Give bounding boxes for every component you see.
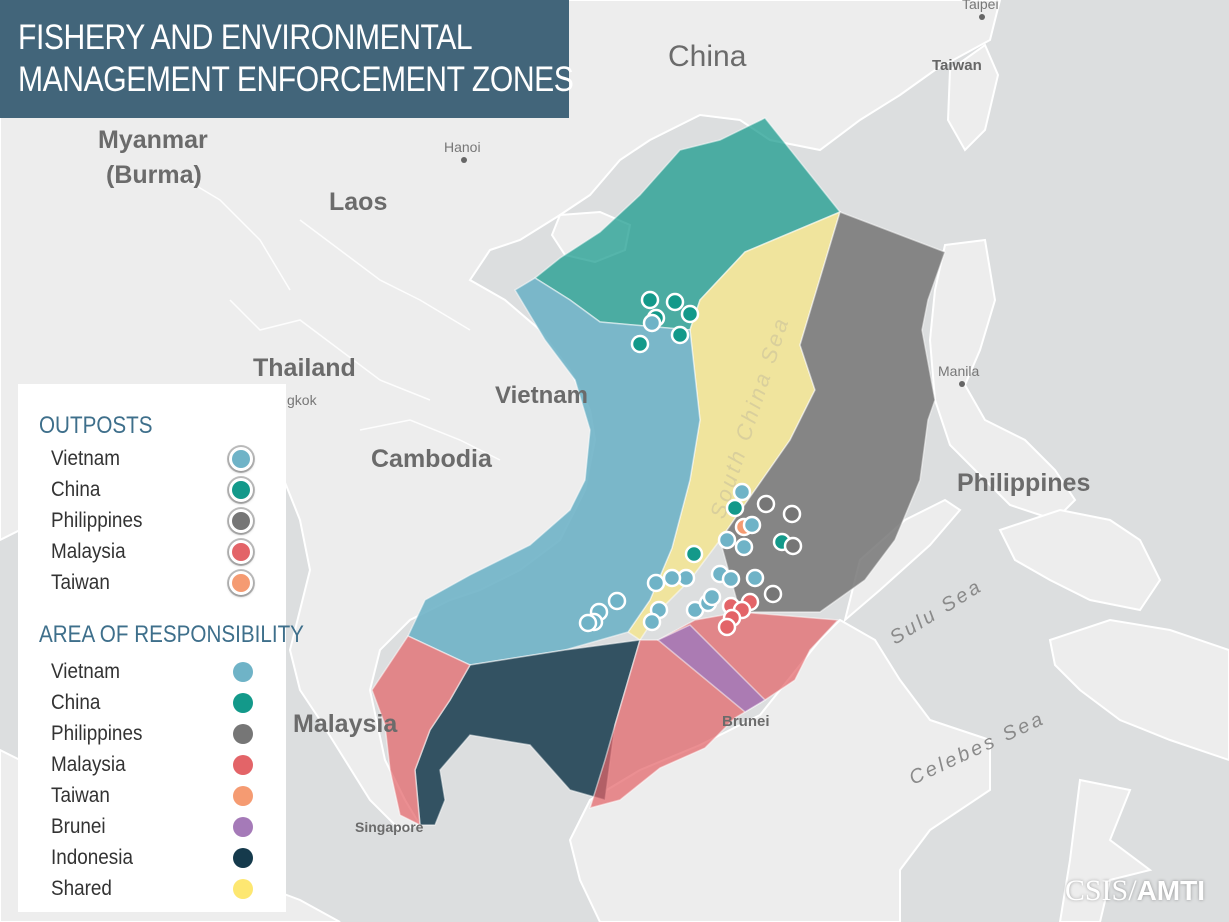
land-sulawesi [1058,778,1153,922]
map-label-malaysia: Malaysia [293,710,398,738]
legend-outposts-heading: OUTPOSTS [39,412,153,439]
legend-aor-malaysia-label: Malaysia [51,753,126,776]
title-line-1: FISHERY AND ENVIRONMENTAL [18,18,473,57]
outpost-marker-china[interactable] [680,304,700,324]
legend-aor-shared-swatch [233,879,253,899]
map-label-vietnam: Vietnam [495,382,588,409]
legend-aor-china-swatch [233,693,253,713]
legend-outpost-malaysia-label: Malaysia [51,540,126,563]
legend-outpost-taiwan-swatch [229,571,253,595]
legend-outpost-vietnam-label: Vietnam [51,447,121,470]
city-marker-taipei [979,14,985,20]
outpost-marker-china[interactable] [665,292,685,312]
outpost-marker-vietnam[interactable] [646,573,666,593]
outpost-marker-philippines[interactable] [782,504,802,524]
legend-aor-vietnam-swatch [233,662,253,682]
outpost-marker-vietnam[interactable] [642,313,662,333]
map-label-thailand: Thailand [253,354,356,382]
map-label-hanoi: Hanoi [444,139,481,155]
legend-outpost-philippines-label: Philippines [51,509,143,532]
outpost-marker-vietnam[interactable] [607,591,627,611]
credit-program: AMTI [1136,875,1205,906]
outpost-marker-vietnam[interactable] [662,568,682,588]
map-label-taipei: Taipei [962,0,999,12]
map-label-myanmar: Myanmar [98,126,208,154]
outpost-marker-china[interactable] [640,290,660,310]
legend-aor-indonesia-label: Indonesia [51,846,133,869]
outpost-marker-vietnam[interactable] [732,482,752,502]
title-line-2: MANAGEMENT ENFORCEMENT ZONES [18,60,574,99]
legend-panel: OUTPOSTS Vietnam China Philippines Malay… [18,384,304,912]
outpost-marker-malaysia[interactable] [717,617,737,637]
outpost-marker-vietnam[interactable] [745,568,765,588]
map-label-philippines: Philippines [957,469,1090,497]
legend-aor-china-label: China [51,691,101,714]
legend-outpost-china-swatch [229,478,253,502]
map-label-china: China [668,40,747,73]
land-borneo [568,618,991,922]
outpost-marker-vietnam[interactable] [734,537,754,557]
map-label-bangkok: gkok [287,392,318,408]
map-label-taiwan: Taiwan [932,57,982,74]
outpost-marker-china[interactable] [684,544,704,564]
map-label-cambodia: Cambodia [371,445,493,473]
city-marker-manila [959,381,965,387]
outpost-marker-philippines[interactable] [756,494,776,514]
outpost-marker-china[interactable] [725,498,745,518]
map-label-brunei: Brunei [722,713,770,730]
borders [169,169,501,461]
legend-aor-heading: AREA OF RESPONSIBILITY [39,621,304,648]
land-mindanao [1048,618,1229,762]
title-banner: FISHERY AND ENVIRONMENTAL MANAGEMENT ENF… [0,0,574,118]
outpost-marker-philippines[interactable] [783,536,803,556]
legend-outpost-china-label: China [51,478,101,501]
outpost-markers [578,290,803,637]
land-palawan [843,498,962,623]
legend-aor-shared-label: Shared [51,877,112,900]
map-label-singapore: Singapore [355,819,424,835]
outpost-marker-vietnam[interactable] [702,587,722,607]
outpost-marker-vietnam[interactable] [742,515,762,535]
legend-aor-brunei-label: Brunei [51,815,106,838]
land-visayas [998,508,1162,612]
legend-outpost-malaysia-swatch [229,540,253,564]
outpost-marker-vietnam[interactable] [578,613,598,633]
legend-aor-taiwan-swatch [233,786,253,806]
credit-org: CSIS [1064,874,1129,907]
legend-aor-taiwan-label: Taiwan [51,784,110,807]
city-marker-hanoi [461,157,467,163]
legend-outpost-philippines-swatch [229,509,253,533]
legend-aor-brunei-swatch [233,817,253,837]
credit-separator: / [1128,874,1137,907]
outpost-marker-china[interactable] [670,325,690,345]
outpost-marker-vietnam[interactable] [717,530,737,550]
legend-aor-philippines-swatch [233,724,253,744]
land-taiwan [946,43,1000,152]
zone-philippines [719,211,946,613]
map-label-laos: Laos [329,188,387,216]
legend-aor-philippines-label: Philippines [51,722,143,745]
legend-aor-vietnam-label: Vietnam [51,660,121,683]
outpost-marker-vietnam[interactable] [721,569,741,589]
map-label-burma: (Burma) [106,161,202,189]
outpost-marker-china[interactable] [630,334,650,354]
outpost-marker-vietnam[interactable] [642,612,662,632]
csis-amti-logo: CSIS/AMTI [1065,874,1205,908]
legend-aor-indonesia-swatch [233,848,253,868]
legend-outpost-taiwan-label: Taiwan [51,571,110,594]
legend-aor-malaysia-swatch [233,755,253,775]
zone-brunei [656,624,767,713]
land-luzon [928,238,1077,522]
map-label-manila: Manila [938,363,979,379]
enforcement-zones [371,117,946,827]
legend-outpost-vietnam-swatch [229,447,253,471]
outpost-marker-philippines[interactable] [763,584,783,604]
zone-malaysia-west [371,635,472,827]
